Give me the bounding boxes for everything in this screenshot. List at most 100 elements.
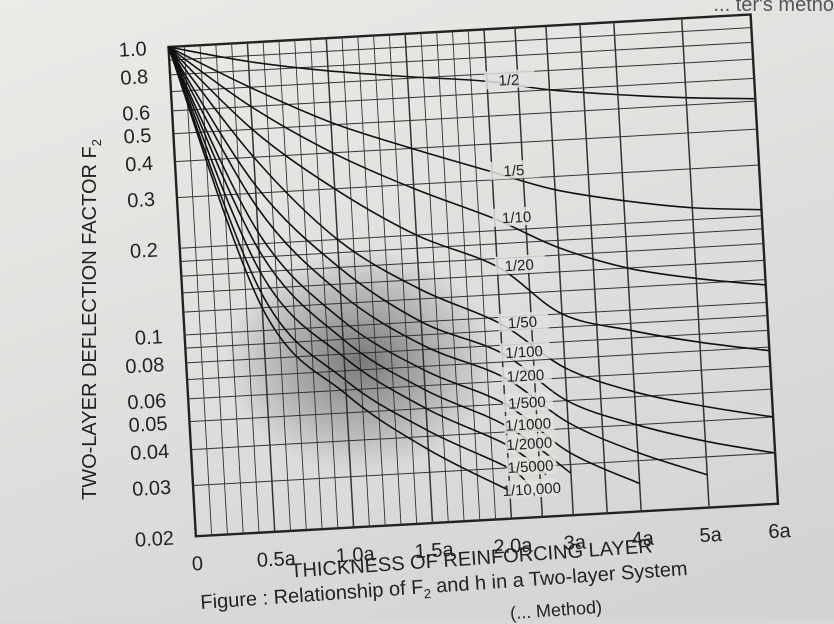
x-tick-label: 1.0a	[335, 543, 376, 567]
series-label: 1/2	[498, 72, 520, 90]
series-curve	[167, 46, 770, 352]
grid-line-vertical	[452, 31, 481, 521]
y-tick-label: 0.6	[122, 102, 151, 126]
grid-line-vertical	[579, 23, 608, 514]
grid-line-horizontal	[180, 228, 763, 262]
series-label: 1/2000	[506, 435, 553, 455]
series-curve	[167, 46, 547, 476]
caption-subscript: 2	[423, 585, 432, 602]
grid-line-horizontal	[170, 58, 754, 93]
y-tick-label: 1.0	[118, 38, 147, 62]
grid-line-vertical	[262, 41, 291, 531]
series-label-backdrop	[504, 432, 556, 454]
grid-line-horizontal	[173, 100, 756, 135]
grid-line-horizontal	[186, 329, 769, 364]
x-tick-label: 0	[191, 553, 203, 576]
grid-line-vertical	[325, 38, 355, 528]
grid-line-vertical	[436, 32, 465, 522]
series-label-backdrop	[502, 391, 554, 413]
y-tick-label: 0.04	[130, 441, 170, 465]
grid-line-vertical	[183, 46, 213, 536]
grid-line-horizontal	[169, 27, 752, 61]
y-tick-label: 0.8	[120, 66, 149, 90]
x-tick-label: 4a	[631, 528, 655, 551]
series-label: 1/5000	[507, 457, 554, 477]
grid-line-horizontal	[170, 41, 753, 76]
grid-line-vertical	[467, 30, 497, 520]
series-label: 1/10,000	[502, 480, 561, 500]
series-label: 1/500	[508, 394, 546, 413]
grid-line-horizontal	[185, 315, 768, 349]
plot-frame	[167, 13, 780, 538]
grid-line-horizontal	[184, 301, 767, 336]
series-label: 1/10	[502, 209, 532, 228]
series-label: 1/200	[506, 367, 544, 386]
grid-line-vertical	[357, 36, 386, 526]
series-label: 1/50	[507, 314, 537, 333]
corner-fragment-text: ... ter's metho	[713, 0, 834, 16]
grid-line-vertical	[215, 44, 244, 534]
grid-line-vertical	[680, 18, 710, 508]
grid-line-horizontal	[192, 452, 776, 487]
grid-line-horizontal	[183, 279, 766, 313]
x-tick-label: 2.0a	[493, 534, 534, 558]
chart-grid	[167, 13, 780, 538]
chart-tick-labels: 0 0.5a 1.0a 1.5a 2.0a 3a 4a 5a 6a 1.0 0.8 0.60.5 0.4…	[118, 38, 792, 576]
series-label-backdrop	[484, 68, 536, 90]
series-label-backdrop	[503, 413, 555, 434]
grid-line-horizontal	[172, 77, 755, 112]
series-curve	[167, 46, 511, 492]
y-tick-label: 0.03	[132, 477, 172, 501]
chart-series-labels: 1/21/51/101/201/501/1001/2001/5001/10001…	[484, 68, 561, 500]
grid-line-vertical	[613, 22, 642, 512]
series-label-backdrop	[507, 478, 559, 499]
y-axis-title: TWO-LAYER DEFLECTION FACTOR F2	[79, 139, 104, 500]
series-label: 1/5	[503, 162, 525, 180]
y-tick-label: 0.05	[128, 413, 168, 437]
grid-line-horizontal	[181, 243, 764, 277]
y-tick-label: 0.02	[134, 528, 174, 552]
y-tick-label: 0.3	[127, 189, 156, 213]
grid-line-vertical	[294, 39, 323, 530]
grid-line-vertical	[404, 33, 434, 524]
grid-line-vertical	[246, 42, 276, 532]
grid-line-vertical	[231, 43, 260, 533]
series-curve	[167, 46, 776, 454]
grid-line-horizontal	[176, 164, 760, 199]
grid-line-horizontal	[182, 259, 765, 294]
series-label-backdrop	[500, 364, 552, 386]
y-tick-label: 0.08	[125, 354, 165, 378]
grid-line-vertical	[420, 32, 449, 523]
x-tick-label: 6a	[768, 520, 792, 543]
series-label-backdrop	[494, 253, 546, 275]
grid-line-vertical	[373, 35, 402, 525]
series-label: 1/20	[504, 257, 534, 276]
grid-line-horizontal	[189, 388, 772, 423]
series-label: 1/1000	[505, 415, 552, 435]
grid-line-vertical	[310, 39, 339, 529]
series-curve	[168, 46, 762, 211]
grid-line-horizontal	[174, 128, 758, 163]
series-label-backdrop	[497, 311, 549, 332]
series-label: 1/100	[505, 343, 543, 362]
x-tick-label: 3a	[563, 531, 587, 554]
y-tick-label: 0.4	[125, 153, 154, 177]
series-curve	[167, 46, 774, 418]
series-curve	[167, 46, 640, 485]
y-tick-label: 0.1	[134, 326, 163, 350]
y-tick-label: 0.06	[127, 390, 167, 414]
y-tick-label: 0.2	[129, 240, 158, 264]
grid-line-horizontal	[179, 215, 762, 249]
grid-line-vertical	[341, 37, 370, 527]
grid-line-horizontal	[187, 346, 770, 381]
x-tick-label: 0.5a	[256, 548, 297, 572]
series-label-backdrop	[499, 340, 551, 362]
grid-line-vertical	[545, 25, 575, 516]
series-label-backdrop	[489, 159, 541, 180]
grid-line-vertical	[278, 40, 307, 531]
y-tick-label: 0.5	[123, 125, 152, 149]
series-curve	[167, 46, 708, 476]
x-tick-label: 1.5a	[414, 539, 455, 563]
